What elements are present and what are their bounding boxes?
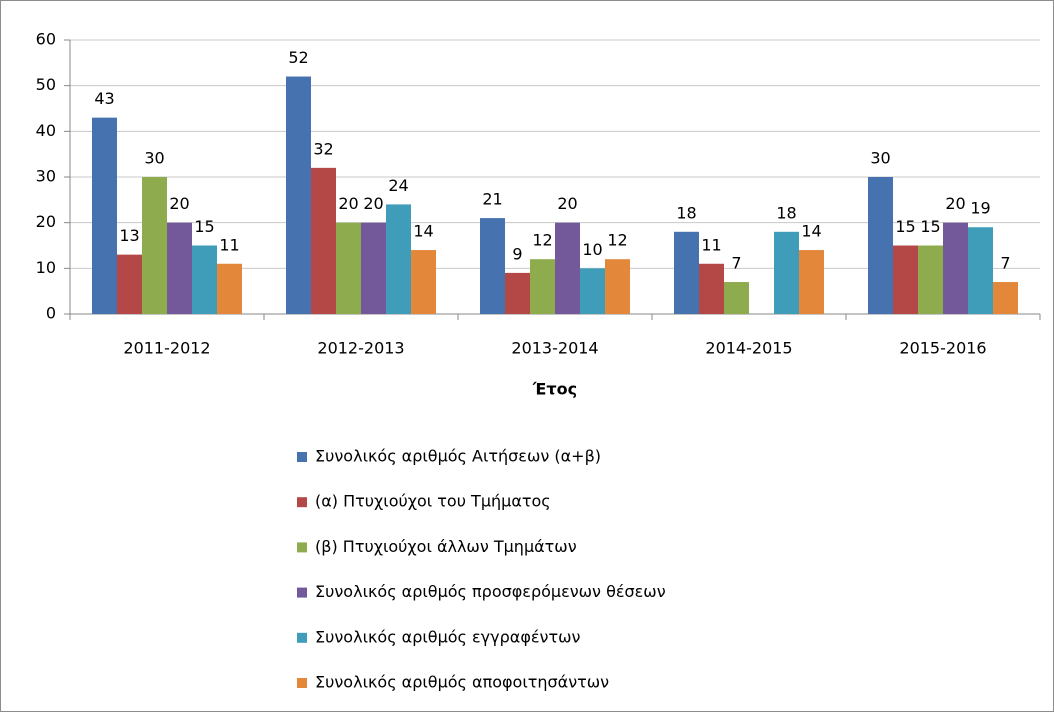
data-label: 7 [731,254,741,273]
bar [167,222,192,314]
bar [411,250,436,314]
data-label: 12 [607,231,627,250]
y-tick-label: 10 [36,258,56,277]
y-tick-label: 60 [36,30,56,49]
data-label: 32 [313,139,333,158]
bar [117,254,142,314]
legend-swatch [297,497,307,508]
legend-label: (α) Πτυχιούχοι του Τμήματος [315,492,551,511]
bar [580,268,605,314]
bar [799,250,824,314]
x-tick-label: 2011-2012 [123,339,210,358]
bar [893,245,918,314]
data-label: 19 [970,199,990,218]
legend-swatch [297,587,307,598]
bar [674,231,699,314]
data-label: 11 [219,235,239,254]
y-tick-label: 0 [46,304,56,323]
legend-label: Συνολικός αριθμός αποφοιτησάντων [315,673,609,692]
legend-label: (β) Πτυχιούχοι άλλων Τμημάτων [315,537,577,556]
data-label: 13 [119,226,139,245]
bar [480,218,505,314]
x-axis-title: Έτος [532,380,577,399]
data-label: 30 [144,149,164,168]
y-tick-label: 40 [36,121,56,140]
legend-label: Συνολικός αριθμός εγγραφέντων [315,627,580,646]
legend-swatch [297,452,307,462]
bar [724,282,749,314]
bar [993,282,1018,314]
bar [968,227,993,314]
x-tick-label: 2015-2016 [899,339,986,358]
bar [605,259,630,314]
y-tick-label: 30 [36,167,56,186]
data-label: 15 [895,217,915,236]
x-tick-label: 2013-2014 [511,339,598,358]
data-label: 12 [532,231,552,250]
data-label: 52 [288,48,308,67]
legend-swatch [297,632,307,643]
data-label: 15 [194,217,214,236]
y-tick-label: 50 [36,75,56,94]
data-label: 11 [701,235,721,254]
data-label: 20 [945,194,965,213]
bar [286,76,311,315]
data-label: 7 [1000,254,1010,273]
data-label: 14 [413,222,433,241]
bar [386,204,411,314]
data-label: 18 [776,203,796,222]
bar [142,177,167,314]
legend-label: Συνολικός αριθμός προσφερόμενων θέσεων [315,582,666,601]
bar [530,259,555,314]
bar [361,222,386,314]
data-label: 20 [338,194,358,213]
x-tick-label: 2014-2015 [705,339,792,358]
bar [774,231,799,314]
data-label: 9 [512,244,522,263]
y-tick-label: 20 [36,212,56,231]
data-label: 21 [482,190,502,209]
data-label: 20 [169,194,189,213]
bar [699,263,724,314]
legend-swatch [297,678,307,688]
data-label: 18 [676,203,696,222]
data-label: 14 [801,222,821,241]
data-label: 30 [870,149,890,168]
bar [918,245,943,314]
legend-label: Συνολικός αριθμός Αιτήσεων (α+β) [315,447,601,466]
data-label: 43 [94,89,114,108]
legend-swatch [297,542,307,553]
data-label: 20 [557,194,577,213]
bar [217,263,242,314]
bar [555,222,580,314]
data-label: 20 [363,194,383,213]
bar [505,272,530,314]
bar [943,222,968,314]
data-label: 10 [582,240,602,259]
bar [868,177,893,314]
x-tick-label: 2012-2013 [317,339,404,358]
bar [192,245,217,314]
bar [311,167,336,314]
data-label: 15 [920,217,940,236]
bar [92,117,117,314]
data-label: 24 [388,176,408,195]
bar [336,222,361,314]
